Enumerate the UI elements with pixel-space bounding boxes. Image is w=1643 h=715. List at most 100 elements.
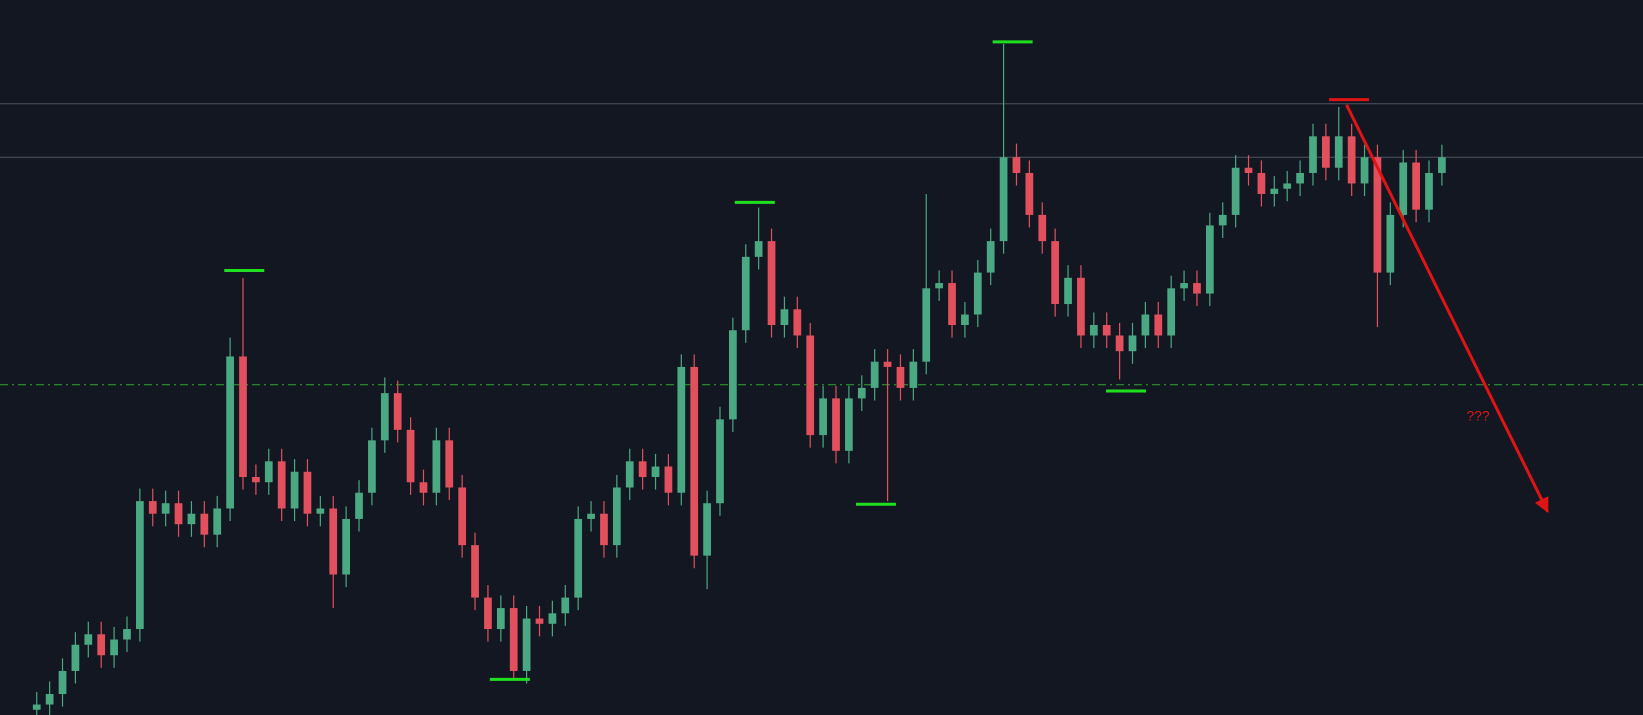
candle-body	[1270, 188, 1279, 194]
candle-body	[1283, 183, 1292, 189]
candle-body	[419, 482, 428, 493]
candle-body	[1180, 283, 1188, 289]
candle-body	[458, 487, 467, 546]
candle-body	[174, 503, 183, 525]
candle-body	[393, 393, 402, 430]
candle-body	[806, 335, 815, 436]
candle-body	[922, 288, 931, 362]
candle-body	[187, 513, 196, 525]
candle-body	[612, 487, 621, 546]
candle-body	[84, 634, 93, 645]
candle-body	[303, 471, 312, 514]
candle-body	[677, 366, 686, 493]
candle-body	[961, 314, 969, 325]
candle-body	[1257, 172, 1266, 194]
candle-body	[832, 398, 840, 451]
candle-body	[509, 608, 518, 671]
candle-body	[368, 440, 376, 493]
candle-body	[1012, 157, 1021, 173]
candle-body	[767, 241, 776, 325]
candle-body	[1051, 241, 1060, 305]
candle-body	[625, 461, 634, 488]
candle-body	[1347, 136, 1356, 184]
candle-body	[1025, 172, 1034, 215]
candle-body	[973, 272, 982, 315]
candle-body	[252, 477, 260, 483]
candle-body	[264, 461, 273, 483]
candle-body	[355, 492, 363, 519]
candle-body	[664, 466, 673, 493]
candle-body	[754, 241, 763, 257]
candle-body	[1399, 162, 1408, 215]
candle-body	[535, 618, 544, 624]
candle-body	[226, 356, 234, 509]
candle-body	[1231, 167, 1240, 215]
candle-body	[1244, 167, 1253, 173]
candle-body	[651, 466, 660, 478]
candle-body	[1438, 157, 1446, 173]
candle-body	[1115, 335, 1124, 352]
candle-body	[45, 694, 54, 705]
candle-body	[574, 518, 583, 598]
candle-body	[432, 440, 441, 493]
candle-body	[638, 461, 647, 478]
candle-body	[883, 361, 892, 367]
candle-body	[406, 429, 415, 483]
candle-body	[1412, 162, 1420, 210]
candle-body	[793, 309, 802, 336]
candle-body	[703, 503, 711, 556]
candle-body	[1373, 157, 1382, 273]
candle-body	[729, 330, 737, 420]
candle-body	[587, 513, 595, 519]
candle-body	[290, 471, 299, 509]
candle-body	[445, 440, 454, 488]
candle-body	[1205, 225, 1214, 294]
annotation: ???	[1466, 408, 1490, 424]
candle-body	[548, 613, 557, 624]
candle-body	[1038, 214, 1047, 242]
candle-body	[1064, 277, 1072, 305]
candle-body	[1089, 325, 1098, 336]
candle-body	[857, 387, 866, 399]
candle-body	[239, 356, 247, 478]
candle-body	[948, 283, 956, 325]
candle-body	[1296, 172, 1304, 184]
candle-body	[1128, 335, 1137, 352]
candle-body	[1386, 214, 1395, 273]
candle-body	[1360, 157, 1369, 184]
candle-body	[97, 634, 106, 656]
candle-body	[690, 366, 699, 556]
candle-body	[1154, 314, 1163, 336]
candle-body	[896, 366, 905, 388]
candle-body	[380, 393, 389, 441]
candle-body	[716, 419, 724, 504]
candle-body	[1077, 277, 1085, 336]
candle-body	[71, 644, 80, 671]
candle-body	[200, 513, 209, 535]
candle-body	[1322, 136, 1330, 168]
candle-body	[1218, 214, 1227, 226]
candle-body	[1141, 314, 1150, 336]
candle-body	[1334, 136, 1343, 168]
candle-body	[522, 618, 531, 671]
candle-body	[935, 283, 944, 289]
candle-body	[870, 361, 879, 388]
candle-body	[600, 513, 608, 546]
candle-body	[1309, 136, 1317, 173]
candle-body	[277, 461, 286, 509]
candle-body	[110, 639, 118, 656]
candle-body	[496, 608, 505, 630]
candle-body	[316, 508, 325, 514]
candle-body	[741, 256, 750, 331]
candle-body	[986, 241, 995, 273]
candle-body	[1193, 283, 1201, 294]
candle-body	[780, 309, 789, 325]
candle-body	[484, 597, 492, 630]
candle-body	[148, 501, 157, 514]
candle-body	[123, 629, 131, 640]
candle-body	[909, 361, 918, 388]
candle-body	[845, 398, 853, 451]
